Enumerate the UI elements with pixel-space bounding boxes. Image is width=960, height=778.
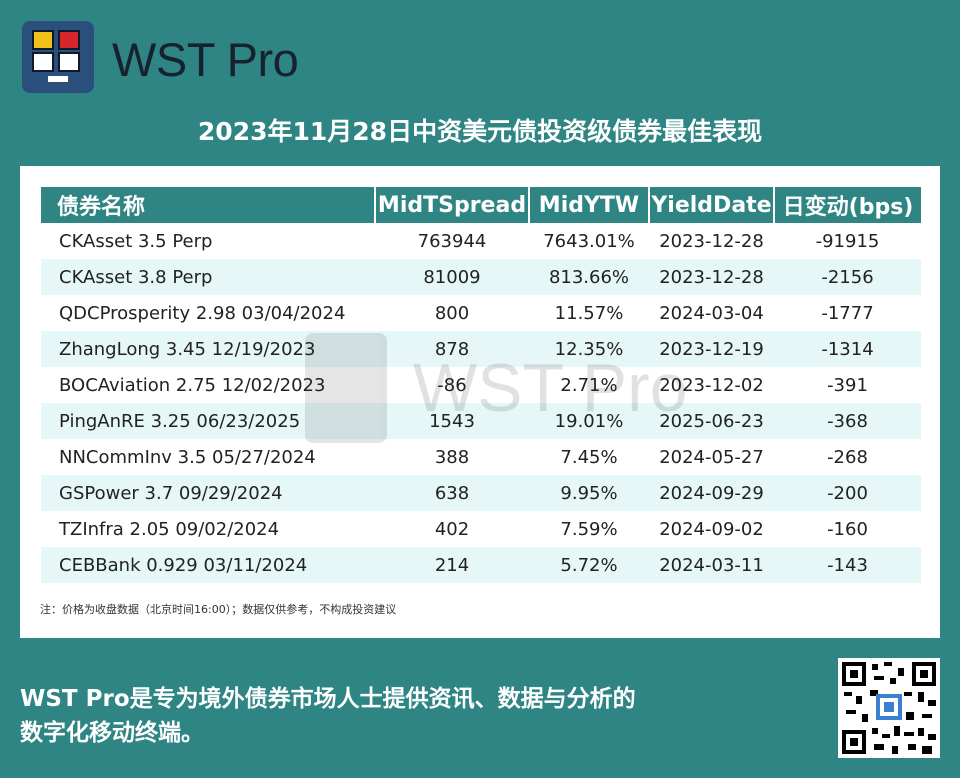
qr-code-graphic — [842, 662, 936, 754]
cell-bond-name: NNCommInv 3.5 05/27/2024 — [59, 446, 316, 468]
cell-yielddate: 2024-09-29 — [649, 475, 774, 511]
logo-square-red — [58, 30, 80, 50]
column-header-midytw: MidYTW — [529, 187, 650, 223]
cell-daily-change: -391 — [827, 374, 868, 396]
cell-yielddate: 2023-12-02 — [659, 374, 764, 396]
bond-table: 债券名称 MidTSpread MidYTW YieldDate 日变动(bps… — [41, 187, 921, 583]
column-header-yielddate: YieldDate — [649, 187, 775, 223]
cell-daily-change: -91915 — [815, 230, 880, 252]
cell-midtspread: 214 — [375, 547, 529, 583]
footer-line-2: 数字化移动终端。 — [20, 720, 204, 746]
footer-tagline: WST Pro是专为境外债券市场人士提供资讯、数据与分析的 数字化移动终端。 — [20, 682, 636, 750]
cell-midtspread: 800 — [434, 302, 470, 324]
cell-midtspread: 388 — [434, 446, 470, 468]
cell-yielddate: 2024-05-27 — [659, 446, 764, 468]
cell-midytw: 813.66% — [529, 259, 649, 295]
cell-bond-name: GSPower 3.7 09/29/2024 — [41, 475, 375, 511]
brand-name: WST Pro — [112, 33, 299, 86]
cell-bond-name: ZhangLong 3.45 12/19/2023 — [41, 331, 375, 367]
cell-bond-name: PingAnRE 3.25 06/23/2025 — [41, 403, 375, 439]
table-row: CEBBank 0.929 03/11/2024 214 5.72% 2024-… — [41, 547, 921, 583]
logo-square-white — [58, 52, 80, 72]
table-row: NNCommInv 3.5 05/27/2024 388 7.45% 2024-… — [41, 439, 921, 475]
cell-midytw: 12.35% — [529, 331, 649, 367]
cell-bond-name: CKAsset 3.8 Perp — [41, 259, 375, 295]
cell-bond-name: BOCAviation 2.75 12/02/2023 — [59, 374, 326, 396]
cell-midtspread: 638 — [375, 475, 529, 511]
cell-yielddate: 2023-12-19 — [649, 331, 774, 367]
cell-daily-change: -268 — [827, 446, 868, 468]
cell-daily-change: -143 — [774, 547, 921, 583]
logo-square-yellow — [32, 30, 54, 50]
cell-yielddate: 2024-03-11 — [649, 547, 774, 583]
table-row: GSPower 3.7 09/29/2024 638 9.95% 2024-09… — [41, 475, 921, 511]
qr-code-icon — [838, 658, 940, 758]
cell-midytw: 11.57% — [554, 302, 624, 324]
cell-bond-name: QDCProsperity 2.98 03/04/2024 — [59, 302, 346, 324]
cell-midtspread: 878 — [375, 331, 529, 367]
cell-daily-change: -200 — [774, 475, 921, 511]
page-title: 2023年11月28日中资美元债投资级债券最佳表现 — [197, 117, 763, 146]
table-row: QDCProsperity 2.98 03/04/2024 800 11.57%… — [41, 295, 921, 331]
app-logo — [22, 21, 94, 93]
table-row: CKAsset 3.5 Perp 763944 7643.01% 2023-12… — [41, 223, 921, 259]
cell-bond-name: CKAsset 3.5 Perp — [59, 230, 213, 252]
cell-daily-change: -1777 — [821, 302, 874, 324]
cell-daily-change: -1314 — [774, 331, 921, 367]
table-row: TZInfra 2.05 09/02/2024 402 7.59% 2024-0… — [41, 511, 921, 547]
cell-daily-change: -160 — [827, 518, 868, 540]
cell-midytw: 19.01% — [529, 403, 649, 439]
table-row: CKAsset 3.8 Perp 81009 813.66% 2023-12-2… — [41, 259, 921, 295]
cell-midytw: 7.59% — [560, 518, 618, 540]
cell-daily-change: -368 — [774, 403, 921, 439]
cell-yielddate: 2024-09-02 — [659, 518, 764, 540]
cell-daily-change: -2156 — [774, 259, 921, 295]
cell-midtspread: 81009 — [375, 259, 529, 295]
cell-bond-name: CEBBank 0.929 03/11/2024 — [41, 547, 375, 583]
footer-line-1: WST Pro是专为境外债券市场人士提供资讯、数据与分析的 — [20, 686, 636, 712]
cell-midytw: 9.95% — [529, 475, 649, 511]
logo-stand — [48, 76, 68, 82]
cell-midytw: 7.45% — [560, 446, 618, 468]
cell-midtspread: 1543 — [375, 403, 529, 439]
column-header-midtspread: MidTSpread — [375, 187, 530, 223]
cell-midytw: 7643.01% — [543, 230, 635, 252]
table-row: BOCAviation 2.75 12/02/2023 -86 2.71% 20… — [41, 367, 921, 403]
cell-midtspread: 402 — [434, 518, 470, 540]
footnote: 注：价格为收盘数据（北京时间16:00）；数据仅供参考，不构成投资建议 — [40, 603, 397, 616]
table-row: ZhangLong 3.45 12/19/2023 878 12.35% 202… — [41, 331, 921, 367]
cell-midytw: 5.72% — [529, 547, 649, 583]
cell-yielddate: 2023-12-28 — [649, 259, 774, 295]
cell-yielddate: 2025-06-23 — [649, 403, 774, 439]
cell-midtspread: 763944 — [417, 230, 487, 252]
cell-midytw: 2.71% — [560, 374, 618, 396]
cell-yielddate: 2024-03-04 — [659, 302, 764, 324]
cell-yielddate: 2023-12-28 — [659, 230, 764, 252]
table-header-row: 债券名称 MidTSpread MidYTW YieldDate 日变动(bps… — [41, 187, 921, 223]
logo-square-white — [32, 52, 54, 72]
column-header-bond-name: 债券名称 — [41, 187, 376, 223]
table-row: PingAnRE 3.25 06/23/2025 1543 19.01% 202… — [41, 403, 921, 439]
cell-bond-name: TZInfra 2.05 09/02/2024 — [59, 518, 280, 540]
cell-midtspread: -86 — [437, 374, 467, 396]
column-header-daily-change: 日变动(bps) — [774, 187, 921, 223]
